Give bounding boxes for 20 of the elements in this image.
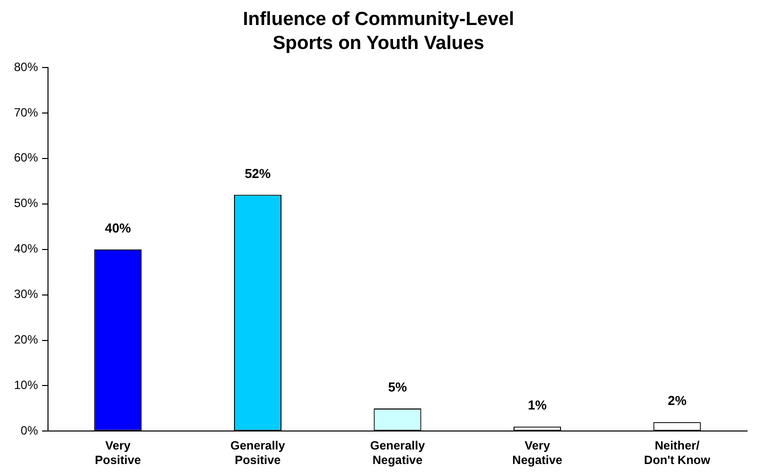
x-tick-label: Neither/ Don't Know [644,438,711,468]
y-tick-label: 20% [14,332,38,347]
y-tick-label: 10% [14,378,38,392]
x-tick-label: Generally Positive [230,438,286,468]
y-tick-label: 70% [14,105,38,120]
chart-title: Influence of Community-Level Sports on Youth Values [242,9,514,54]
data-label: 5% [388,380,408,395]
y-tick-label: 80% [14,60,38,74]
y-tick-label: 50% [14,196,38,210]
y-tick-label: 30% [14,287,38,302]
data-label: 1% [528,398,548,413]
x-tick-label: Very Negative [512,438,563,468]
data-label: 2% [668,393,687,408]
y-tick-label: 60% [14,150,38,165]
x-tick-label: Generally Negative [370,438,426,468]
x-tick-label: Very Positive [94,438,142,468]
y-tick-label: 40% [14,242,38,256]
data-label: 52% [244,166,272,181]
data-label: 40% [104,220,132,236]
y-tick-label: 0% [20,424,38,438]
